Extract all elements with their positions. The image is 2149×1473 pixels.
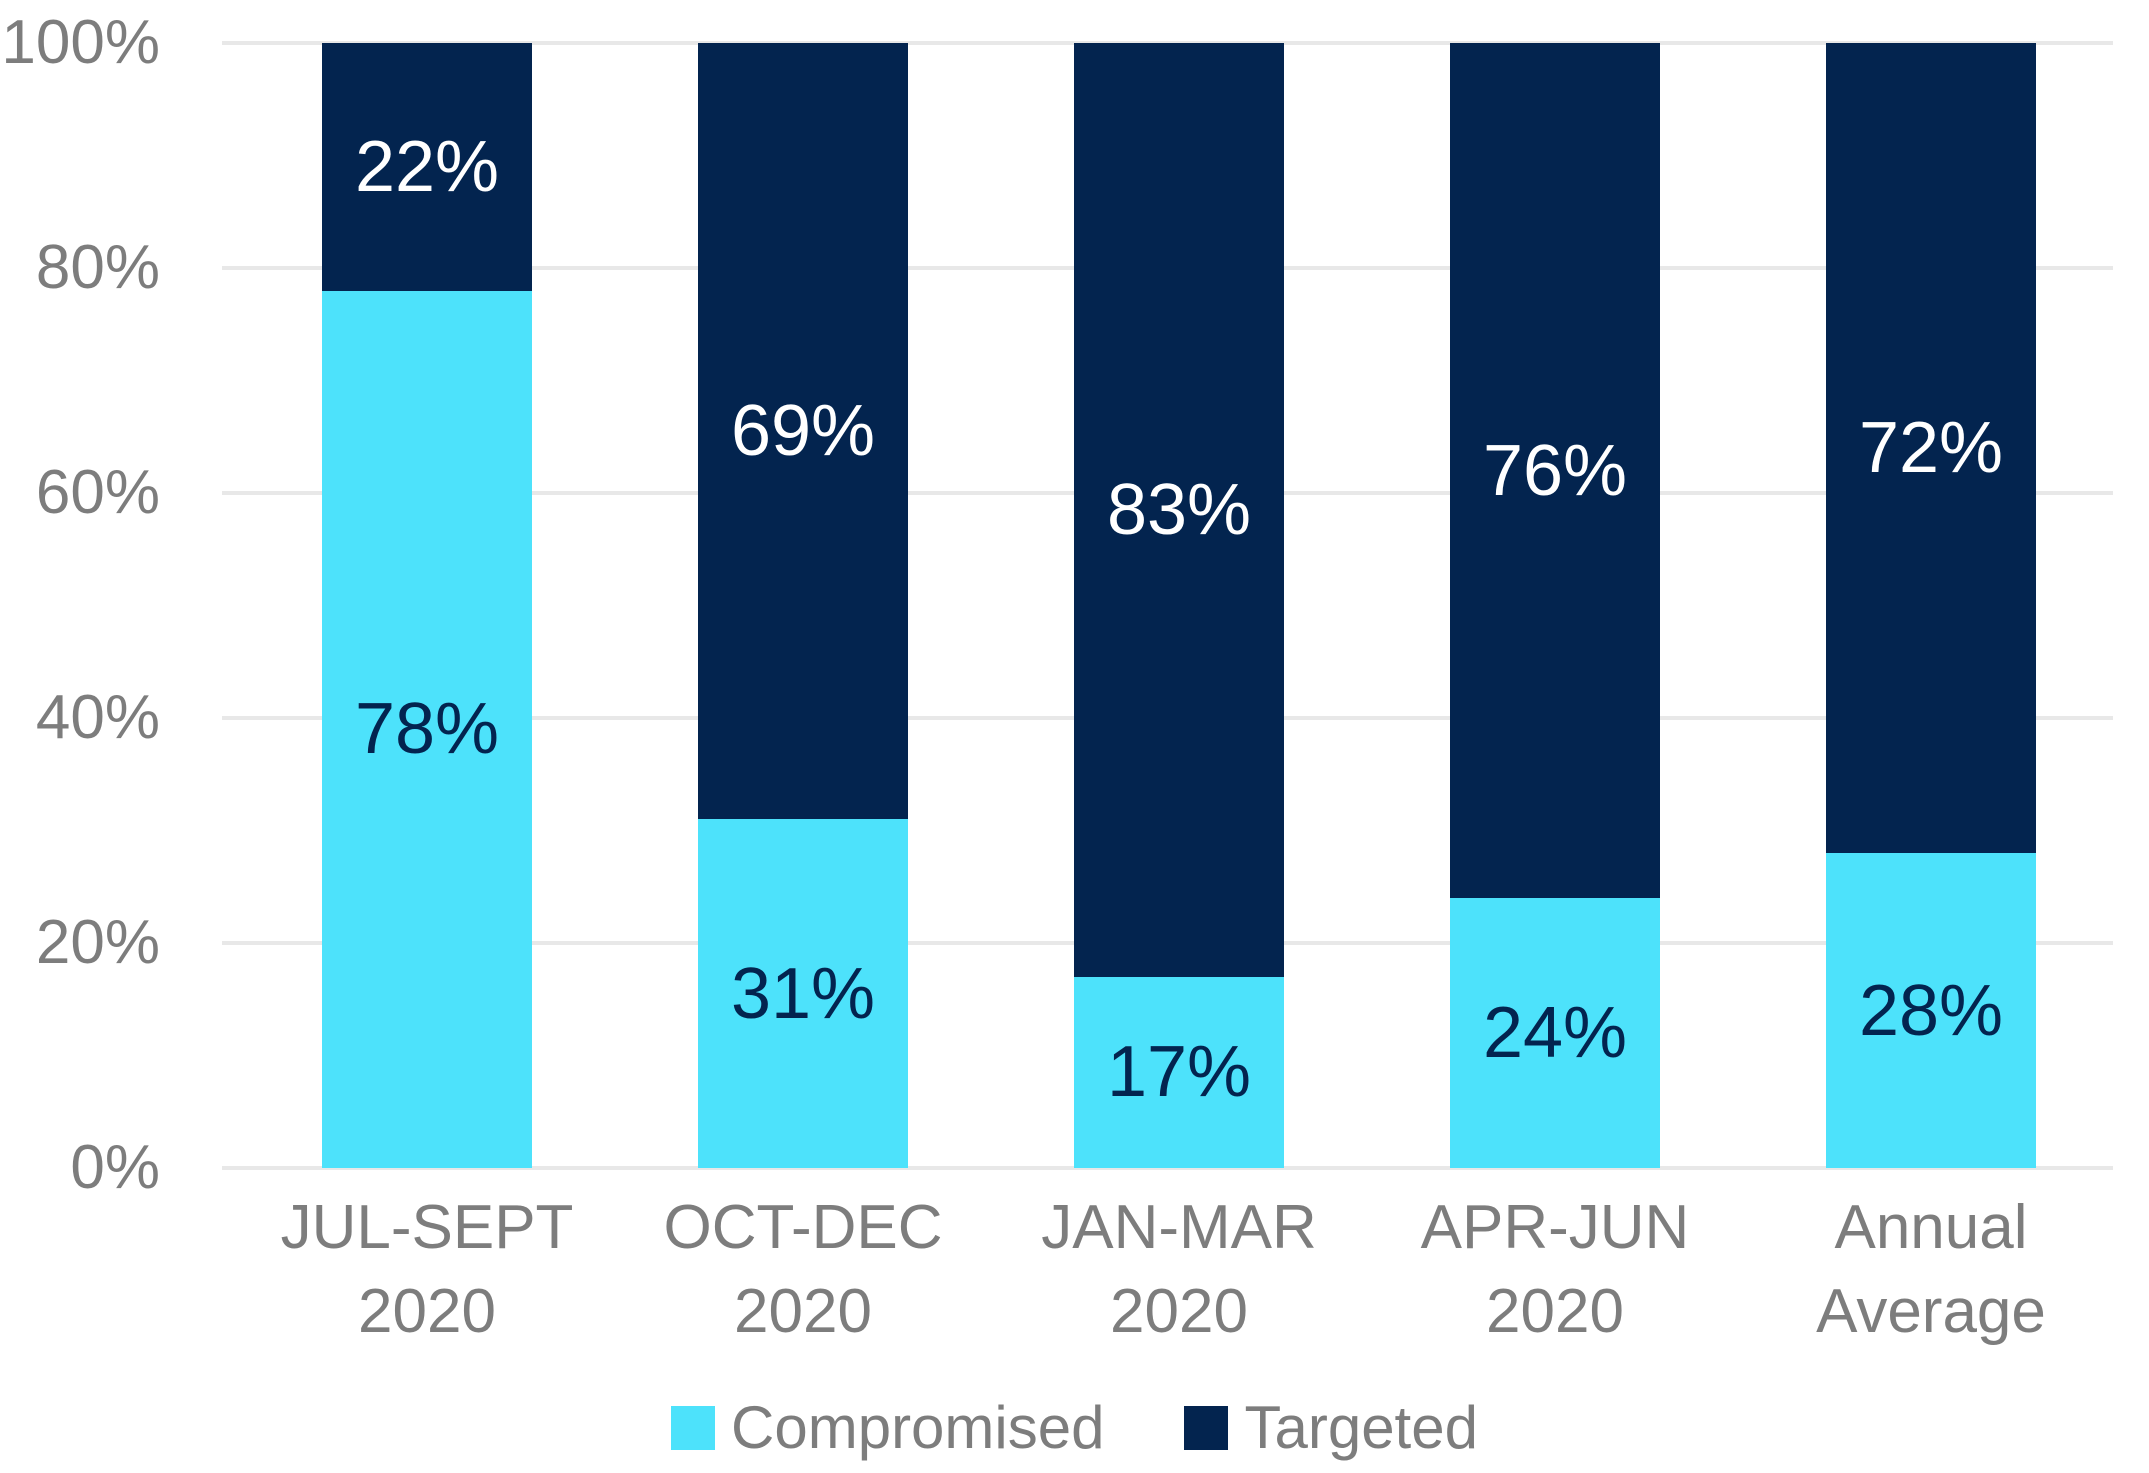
gridline bbox=[222, 1166, 2113, 1170]
x-axis-label-line1: APR-JUN bbox=[1420, 1193, 1690, 1262]
legend-item-targeted: Targeted bbox=[1184, 1398, 1478, 1458]
bar-annual: 72% 28% bbox=[1826, 43, 2036, 1168]
x-axis-labels: JUL-SEPT 2020 OCT-DEC 2020 JAN-MAR 2020 APR-JU… bbox=[222, 1186, 2113, 1366]
legend-label: Targeted bbox=[1244, 1394, 1478, 1461]
x-axis-label-line1: JUL-SEPT bbox=[280, 1193, 574, 1262]
y-axis-tick-label: 100% bbox=[1, 8, 160, 77]
x-axis-label-line1: Annual bbox=[1834, 1193, 2028, 1262]
data-label-targeted: 22% bbox=[354, 126, 500, 207]
x-axis-label-line1: OCT-DEC bbox=[663, 1193, 943, 1262]
bar-jan-mar: 83% 17% bbox=[1074, 43, 1284, 1168]
bar-segment-compromised: 31% bbox=[698, 819, 908, 1168]
x-axis-label: JUL-SEPT 2020 bbox=[217, 1186, 637, 1354]
plot-area: 22% 78% 69% 31% 83% 17% 76% 24% 72% 28% bbox=[222, 41, 2113, 1170]
data-label-targeted: 83% bbox=[1106, 469, 1252, 550]
bar-segment-targeted: 69% bbox=[698, 43, 908, 820]
y-axis-tick-label: 60% bbox=[35, 458, 160, 527]
data-label-compromised: 28% bbox=[1858, 970, 2004, 1051]
data-label-compromised: 78% bbox=[354, 689, 500, 770]
x-axis-label-line2: 2020 bbox=[734, 1277, 872, 1346]
y-axis-labels: 0% 20% 40% 60% 80% 100% bbox=[0, 10, 160, 1201]
legend-label: Compromised bbox=[731, 1394, 1105, 1461]
bar-segment-compromised: 24% bbox=[1450, 898, 1660, 1168]
bar-segment-targeted: 22% bbox=[322, 43, 532, 291]
data-label-compromised: 31% bbox=[730, 953, 876, 1034]
data-label-targeted: 72% bbox=[1858, 408, 2004, 488]
x-axis-label: JAN-MAR 2020 bbox=[969, 1186, 1389, 1354]
x-axis-label-line1: JAN-MAR bbox=[1041, 1193, 1317, 1262]
legend-swatch-icon bbox=[1184, 1406, 1229, 1450]
x-axis-label-line2: 2020 bbox=[358, 1277, 496, 1346]
data-label-targeted: 76% bbox=[1482, 430, 1628, 511]
legend: Compromised Targeted bbox=[0, 1398, 2149, 1458]
data-label-compromised: 24% bbox=[1482, 993, 1628, 1073]
bar-oct-dec: 69% 31% bbox=[698, 43, 908, 1168]
x-axis-label-line2: Average bbox=[1816, 1277, 2046, 1346]
x-axis-label: APR-JUN 2020 bbox=[1345, 1186, 1765, 1354]
bar-segment-compromised: 28% bbox=[1826, 853, 2036, 1168]
y-axis-tick-label: 20% bbox=[35, 908, 160, 977]
x-axis-label-line2: 2020 bbox=[1110, 1277, 1248, 1346]
legend-item-compromised: Compromised bbox=[671, 1398, 1104, 1458]
bar-segment-compromised: 17% bbox=[1074, 976, 1284, 1168]
bar-apr-jun: 76% 24% bbox=[1450, 43, 1660, 1168]
legend-swatch-icon bbox=[671, 1406, 716, 1450]
data-label-compromised: 17% bbox=[1106, 1032, 1252, 1113]
x-axis-label: Annual Average bbox=[1721, 1186, 2141, 1354]
y-axis-tick-label: 40% bbox=[35, 683, 160, 752]
data-label-targeted: 69% bbox=[730, 391, 876, 472]
bar-jul-sept: 22% 78% bbox=[322, 43, 532, 1168]
bar-segment-targeted: 72% bbox=[1826, 43, 2036, 853]
y-axis-tick-label: 0% bbox=[70, 1133, 160, 1202]
bar-segment-targeted: 76% bbox=[1450, 43, 1660, 898]
x-axis-label-line2: 2020 bbox=[1486, 1277, 1624, 1346]
y-axis-tick-label: 80% bbox=[35, 233, 160, 302]
x-axis-label: OCT-DEC 2020 bbox=[593, 1186, 1013, 1354]
bar-segment-compromised: 78% bbox=[322, 290, 532, 1168]
bar-segment-targeted: 83% bbox=[1074, 43, 1284, 977]
